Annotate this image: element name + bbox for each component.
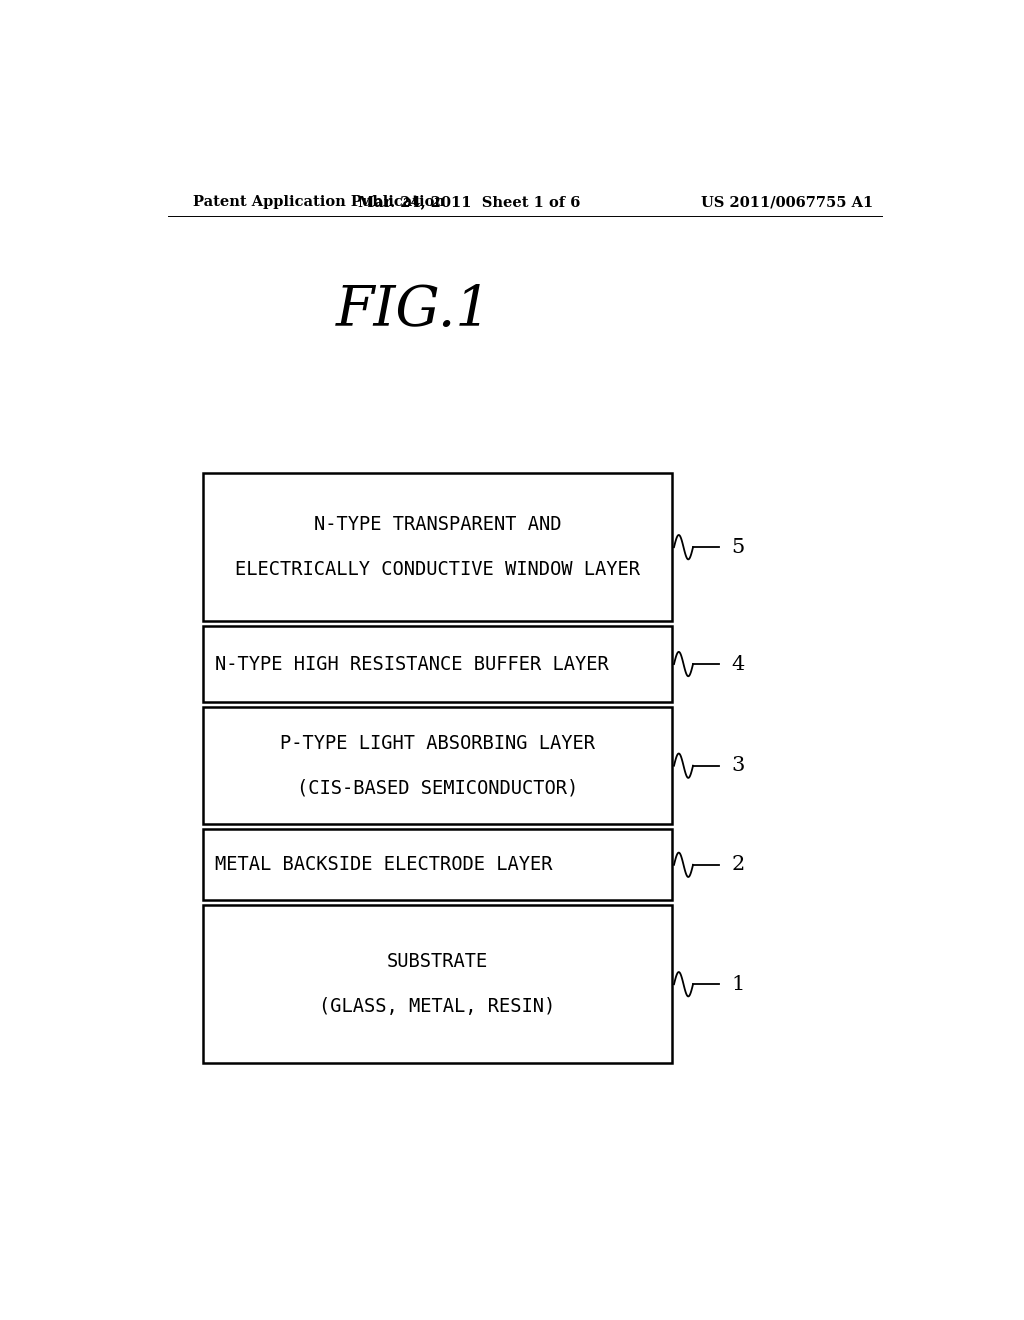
Text: N-TYPE TRANSPARENT AND: N-TYPE TRANSPARENT AND [313,515,561,535]
Text: FIG.1: FIG.1 [336,284,492,338]
Text: N-TYPE HIGH RESISTANCE BUFFER LAYER: N-TYPE HIGH RESISTANCE BUFFER LAYER [215,655,609,673]
Bar [204,906,672,1063]
Bar [204,626,672,702]
Text: (CIS-BASED SEMICONDUCTOR): (CIS-BASED SEMICONDUCTOR) [297,779,579,797]
Text: Mar. 24, 2011  Sheet 1 of 6: Mar. 24, 2011 Sheet 1 of 6 [358,195,581,209]
Text: (GLASS, METAL, RESIN): (GLASS, METAL, RESIN) [319,997,556,1016]
Text: 2: 2 [731,855,744,874]
Text: P-TYPE LIGHT ABSORBING LAYER: P-TYPE LIGHT ABSORBING LAYER [280,734,595,752]
Text: 3: 3 [731,756,744,775]
Bar [204,708,672,824]
Text: Patent Application Publication: Patent Application Publication [194,195,445,209]
Text: US 2011/0067755 A1: US 2011/0067755 A1 [700,195,872,209]
Text: 5: 5 [731,537,744,557]
Text: ELECTRICALLY CONDUCTIVE WINDOW LAYER: ELECTRICALLY CONDUCTIVE WINDOW LAYER [234,560,640,579]
Bar [204,474,672,620]
Bar [204,829,672,900]
Text: SUBSTRATE: SUBSTRATE [387,952,488,972]
Text: 4: 4 [731,655,744,673]
Text: 1: 1 [731,974,744,994]
Text: METAL BACKSIDE ELECTRODE LAYER: METAL BACKSIDE ELECTRODE LAYER [215,855,553,874]
